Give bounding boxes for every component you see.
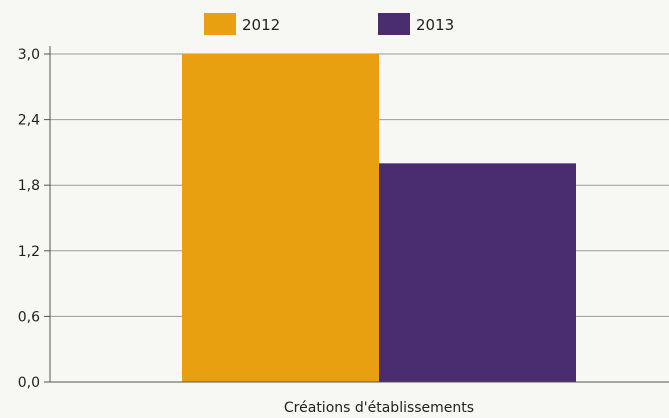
legend-swatch-2012 — [204, 13, 236, 35]
y-axis-ticks: 0,0 0,6 1,2 1,8 2,4 3,0 — [18, 47, 50, 391]
chart-legend: 2012 2013 — [204, 13, 454, 35]
y-tick-label: 0,0 — [18, 375, 40, 391]
bars — [182, 54, 576, 382]
y-tick-label: 0,6 — [18, 309, 40, 325]
y-tick-label: 1,2 — [18, 244, 40, 260]
y-tick-label: 1,8 — [18, 178, 40, 194]
legend-swatch-2013 — [378, 13, 410, 35]
legend-label-2013: 2013 — [416, 16, 454, 34]
y-tick-label: 3,0 — [18, 47, 40, 63]
bar-2012 — [182, 54, 379, 382]
legend-label-2012: 2012 — [242, 16, 280, 34]
y-tick-label: 2,4 — [18, 113, 40, 129]
bar-2013 — [379, 163, 576, 382]
x-axis-label: Créations d'établissements — [284, 400, 474, 416]
